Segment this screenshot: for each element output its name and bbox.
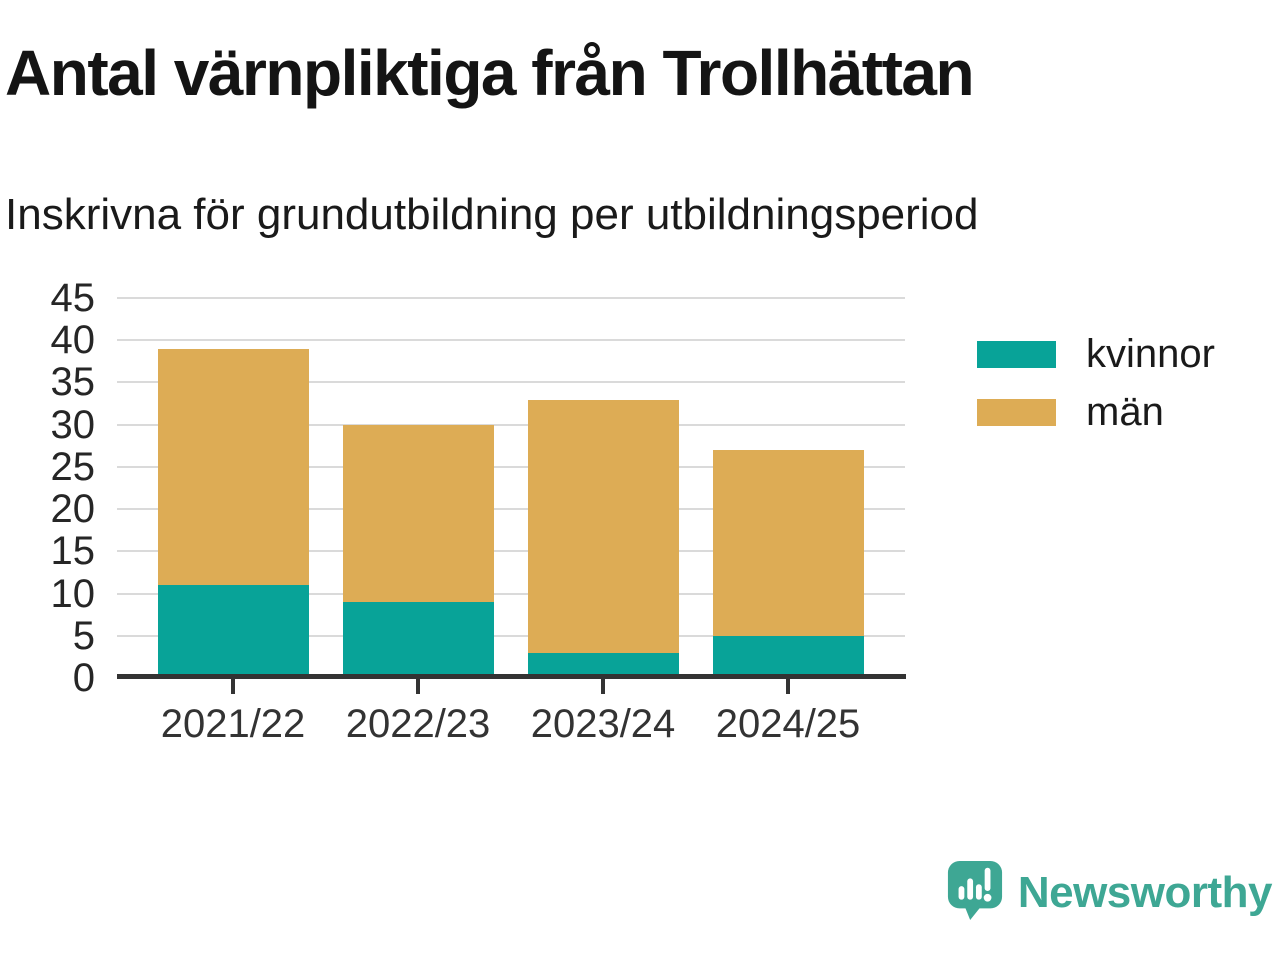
bar-segment-män-2022/23 [343, 425, 494, 602]
y-tick-label-10: 10 [50, 572, 96, 616]
y-tick-label-0: 0 [72, 656, 95, 700]
gridline-20 [117, 508, 905, 510]
gridline-35 [117, 381, 905, 383]
x-tick-label-2021/22: 2021/22 [160, 702, 306, 746]
brand-logo: Newsworthy [946, 859, 1273, 926]
y-tick-label-30: 30 [50, 403, 96, 447]
y-tick-label-25: 25 [50, 445, 96, 489]
newsworthy-speech-bubble-chart-icon [946, 859, 1004, 926]
legend-label-kvinnor: kvinnor [1086, 332, 1215, 376]
legend-swatch-kvinnor [977, 341, 1056, 368]
bar-segment-kvinnor-2023/24 [528, 653, 679, 678]
gridline-10 [117, 593, 905, 595]
bar-segment-kvinnor-2021/22 [158, 585, 309, 678]
y-tick-label-5: 5 [72, 614, 95, 658]
x-tick-2024/25 [786, 679, 790, 694]
y-tick-label-35: 35 [50, 360, 96, 404]
logo-fill [947, 861, 1002, 920]
legend-item-kvinnor: kvinnor [977, 332, 1215, 376]
y-tick-label-15: 15 [50, 529, 96, 573]
brand-wordmark: Newsworthy [1017, 867, 1273, 917]
legend: kvinnor män [977, 332, 1215, 457]
legend-item-män: män [977, 390, 1215, 434]
chart-title: Antal värnpliktiga från Trollhättan [5, 37, 975, 109]
x-tick-label-2024/25: 2024/25 [715, 702, 861, 746]
y-tick-label-20: 20 [50, 487, 96, 531]
bar-segment-män-2021/22 [158, 349, 309, 585]
y-tick-label-40: 40 [50, 318, 96, 362]
gridline-30 [117, 424, 905, 426]
bar-segment-män-2024/25 [713, 450, 864, 636]
x-tick-label-2022/23: 2022/23 [345, 702, 491, 746]
x-tick-2022/23 [416, 679, 420, 694]
bar-segment-kvinnor-2024/25 [713, 636, 864, 678]
legend-swatch-män [977, 399, 1056, 426]
y-tick-label-45: 45 [50, 276, 96, 320]
legend-label-män: män [1086, 390, 1164, 434]
chart-subtitle: Inskrivna för grundutbildning per utbild… [5, 190, 979, 239]
gridline-45 [117, 297, 905, 299]
bar-segment-kvinnor-2022/23 [343, 602, 494, 678]
plot-area [117, 297, 906, 694]
x-axis-line [117, 674, 906, 679]
gridline-15 [117, 550, 905, 552]
x-tick-2023/24 [601, 679, 605, 694]
gridline-5 [117, 635, 905, 637]
gridline-25 [117, 466, 905, 468]
x-tick-label-2023/24: 2023/24 [530, 702, 676, 746]
gridline-40 [117, 339, 905, 341]
x-tick-2021/22 [231, 679, 235, 694]
bar-segment-män-2023/24 [528, 400, 679, 653]
